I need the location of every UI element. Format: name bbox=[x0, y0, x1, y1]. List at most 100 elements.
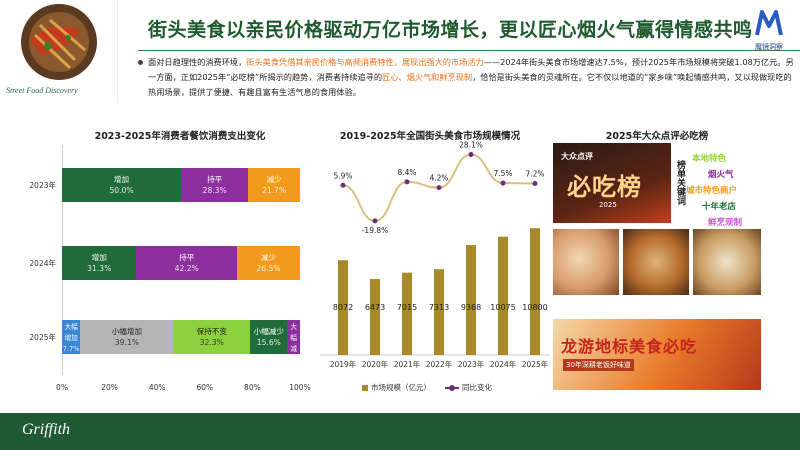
bar-year-label: 2023年 bbox=[29, 181, 56, 190]
yoy-label: 8.4% bbox=[397, 168, 416, 177]
street-food-label: Street Food Discovery bbox=[6, 86, 78, 95]
x-category-label: 2019年 bbox=[330, 359, 357, 369]
para-text-1: 面对日趋理性的消费环境， bbox=[148, 57, 247, 67]
segment-name: 持平 bbox=[179, 253, 195, 262]
x-tick-label: 20% bbox=[101, 383, 118, 392]
segment-value: 5.3% bbox=[287, 367, 305, 375]
x-category-label: 2022年 bbox=[426, 359, 453, 369]
segment-name: 小幅增加 bbox=[111, 327, 143, 336]
segment-value: 39.1% bbox=[114, 338, 139, 347]
bar-segment: 持平 42.2% bbox=[136, 246, 237, 280]
bichi-banner: 龙游地标美食必吃 30年深耕老饭好味道 bbox=[553, 319, 761, 390]
x-category-label: 2024年 bbox=[490, 359, 517, 369]
yoy-label: 5.9% bbox=[333, 171, 352, 180]
x-category-label: 2021年 bbox=[394, 359, 421, 369]
market-bar bbox=[498, 236, 508, 355]
market-bar bbox=[402, 272, 412, 355]
bichi-keyword: 城市特色商户 bbox=[686, 186, 738, 196]
bar-segment: 增加 50.0% bbox=[62, 168, 181, 202]
food-photo-rolls bbox=[553, 229, 619, 295]
market-bar bbox=[530, 228, 540, 355]
segment-value: 15.6% bbox=[256, 338, 281, 347]
yoy-label: 4.2% bbox=[429, 174, 448, 183]
header-divider bbox=[138, 50, 800, 51]
bichi-keyword: 烟火气 bbox=[708, 170, 734, 180]
yoy-point bbox=[340, 182, 346, 188]
segment-value: 32.3% bbox=[199, 338, 224, 347]
bar-segment: 保持不变 32.3% bbox=[173, 320, 251, 354]
market-bar bbox=[434, 269, 444, 355]
food-photo-illustration bbox=[21, 4, 97, 80]
bar-value-label: 10075 bbox=[490, 303, 515, 312]
bar-value-label: 7313 bbox=[429, 303, 449, 312]
left-chart-title: 2023-2025年消费者餐饮消费支出变化 bbox=[94, 131, 266, 142]
segment-name: 持平 bbox=[207, 175, 223, 184]
market-size-chart: 8072 2019年 6473 2020年 7015 2021年 7313 2022年 9368… bbox=[320, 141, 550, 369]
bichi-keyword: 十年老店 bbox=[702, 202, 737, 212]
bar-value-label: 9368 bbox=[461, 303, 481, 312]
banner-title: 龙游地标美食必吃 bbox=[561, 337, 698, 356]
bar-segment: 持平 28.3% bbox=[181, 168, 249, 202]
legend-bar-swatch bbox=[362, 385, 368, 391]
legend-line-swatch bbox=[445, 385, 459, 391]
bar-segment: 小幅减少 15.6% bbox=[250, 320, 288, 354]
segment-name: 大幅增加 bbox=[64, 323, 78, 342]
market-bar bbox=[338, 260, 348, 355]
segment-value: 26.5% bbox=[256, 264, 281, 273]
page-title: 街头美食以亲民价格驱动万亿市场增长，更以匠心烟火气赢得情感共鸣 bbox=[148, 19, 753, 41]
x-category-label: 2023年 bbox=[458, 359, 485, 369]
segment-value: 50.0% bbox=[109, 186, 134, 195]
bichi-poster: 大众点评 必吃榜 2025 bbox=[553, 143, 671, 223]
food-photo-dumplings bbox=[693, 229, 761, 295]
poster-brand: 大众点评 bbox=[561, 152, 593, 161]
para-highlight-1: 街头美食凭借其亲民价格与高频消费特性，展现出强大的市场活力 bbox=[246, 57, 484, 67]
x-category-label: 2020年 bbox=[362, 359, 389, 369]
bar-segment: 大幅增加 7.7% bbox=[62, 320, 81, 354]
bar-year-label: 2024年 bbox=[29, 259, 56, 268]
segment-value: 42.2% bbox=[174, 264, 199, 273]
footer-brand: Griffith bbox=[22, 421, 71, 438]
yoy-label: 7.2% bbox=[525, 169, 544, 178]
segment-name: 保持不变 bbox=[196, 327, 227, 336]
bichi-keyword: 本地特色 bbox=[692, 154, 727, 164]
logo-text: 魔镜洞察 bbox=[755, 43, 783, 51]
bichi-panel: 大众点评 必吃榜 2025 龙游地标美食必吃 30年深耕老饭好味道 bbox=[553, 143, 761, 390]
bar-year-label: 2025年 bbox=[29, 333, 56, 342]
yoy-label: 7.5% bbox=[493, 169, 512, 178]
segment-value: 7.7% bbox=[62, 345, 80, 353]
poster-big-title: 必吃榜 bbox=[567, 173, 642, 201]
yoy-point bbox=[500, 180, 506, 186]
bar-segment: 减少 21.7% bbox=[248, 168, 300, 202]
x-tick-label: 40% bbox=[148, 383, 166, 392]
middle-chart-title: 2019-2025年全国街头美食市场规模情况 bbox=[339, 131, 521, 142]
yoy-label: -19.8% bbox=[362, 226, 389, 235]
legend-line-label: 同比变化 bbox=[462, 383, 492, 392]
segment-name: 减少 bbox=[260, 253, 277, 262]
x-tick-label: 100% bbox=[289, 383, 311, 392]
segment-name: 大幅减少 bbox=[290, 323, 297, 364]
yoy-label: 28.1% bbox=[459, 141, 483, 150]
banner-subtitle: 30年深耕老饭好味道 bbox=[563, 359, 634, 371]
bar-segment: 大幅减少 5.3% bbox=[287, 320, 304, 375]
segment-name: 减少 bbox=[266, 175, 282, 184]
legend-bar-label: 市场规模（亿元） bbox=[371, 383, 431, 392]
brand-logo: 魔镜洞察 bbox=[746, 6, 792, 52]
right-chart-title: 2025年大众点评必吃榜 bbox=[605, 131, 709, 142]
poster-year: 2025 bbox=[599, 201, 617, 209]
bar-segment: 减少 26.5% bbox=[236, 246, 300, 280]
para-text-3: ，恰恰是街头美食的灵魂所在。它不仅以地道的“家乡味”唤起情感共鸣，又以现做现吃的… bbox=[148, 72, 792, 97]
yoy-point bbox=[404, 179, 410, 185]
para-text-2: ——2024年街头美食市场增速达7.5%，预计2025年市场规模将突破1.08万… bbox=[148, 57, 794, 82]
segment-name: 小幅减少 bbox=[253, 327, 284, 336]
x-tick-label: 80% bbox=[244, 383, 261, 392]
x-tick-label: 60% bbox=[196, 383, 214, 392]
segment-value: 31.3% bbox=[87, 264, 112, 273]
footer-bar: Griffith bbox=[0, 413, 800, 450]
market-bar bbox=[370, 279, 380, 355]
food-photo: Street Food Discovery bbox=[0, 0, 118, 103]
bar-value-label: 7015 bbox=[397, 303, 417, 312]
bar-segment: 小幅增加 39.1% bbox=[80, 320, 174, 354]
logo-m-icon bbox=[755, 10, 783, 36]
bar-segment: 增加 31.3% bbox=[62, 246, 137, 280]
yoy-point bbox=[436, 185, 442, 191]
